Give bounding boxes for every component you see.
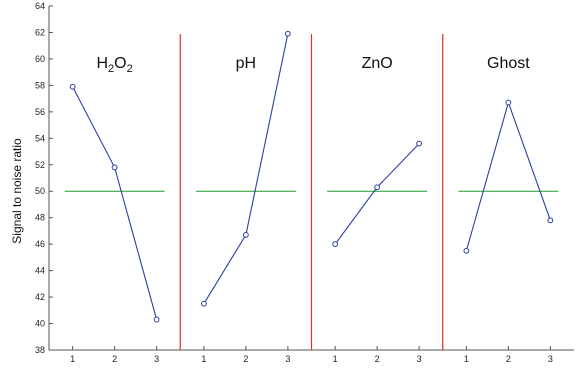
data-point: [463, 247, 470, 254]
data-point: [111, 164, 118, 171]
x-tick-label: 3: [285, 354, 290, 364]
y-tick-label: 40: [35, 319, 45, 329]
y-tick-label: 62: [35, 27, 45, 37]
data-point: [332, 241, 339, 248]
panel-ghost: 1 2 3 Ghost: [458, 55, 559, 364]
data-point: [374, 184, 381, 191]
panel-title-part: O: [114, 55, 126, 72]
x-tick-label: 1: [464, 354, 469, 364]
panel-title: ZnO: [362, 55, 393, 72]
x-tick-label: 1: [70, 354, 75, 364]
x-tick-label: 2: [506, 354, 511, 364]
y-tick-label: 44: [35, 266, 45, 276]
panel-title: pH: [236, 55, 256, 72]
panel-title-part: H: [96, 55, 108, 72]
x-tick-label: 2: [112, 354, 117, 364]
panel-title: H2O2: [96, 55, 132, 75]
y-tick-label: 46: [35, 239, 45, 249]
y-tick-label: 64: [35, 1, 45, 11]
y-tick-label: 58: [35, 80, 45, 90]
data-point: [69, 83, 76, 90]
data-point: [153, 316, 160, 323]
panel-title-part: 2: [127, 63, 133, 75]
series-line: [465, 100, 551, 251]
series-line: [334, 143, 420, 245]
x-tick-label: 3: [417, 354, 422, 364]
data-point: [242, 231, 249, 238]
y-tick-label: 38: [35, 345, 45, 355]
y-tick-label: 52: [35, 160, 45, 170]
x-tick-label: 3: [548, 354, 553, 364]
panel-title: Ghost: [487, 55, 530, 72]
x-tick-label: 1: [333, 354, 338, 364]
x-tick-label: 2: [243, 354, 248, 364]
y-tick-label: 50: [35, 186, 45, 196]
x-tick-label: 3: [154, 354, 159, 364]
panel-zno: 1 2 3 ZnO: [327, 34, 444, 364]
panel-title-part: Ghost: [487, 55, 530, 72]
x-tick-label: 2: [375, 354, 380, 364]
panel-title-part: 2: [108, 63, 114, 75]
data-point: [200, 300, 207, 307]
panel-title-part: ZnO: [362, 55, 393, 72]
series-line: [203, 33, 289, 304]
y-tick-label: 54: [35, 133, 45, 143]
x-tick-label: 1: [201, 354, 206, 364]
data-point: [284, 30, 291, 37]
series-line: [72, 86, 158, 320]
data-point: [547, 217, 554, 224]
data-point: [416, 140, 423, 147]
panel-title-part: pH: [236, 55, 256, 72]
y-tick-label: 56: [35, 107, 45, 117]
y-axis-ticks: 38 40 42 44 46 48 50 52 54 56 58 60 62 64: [35, 1, 53, 355]
y-axis-label: Signal to noise ratio: [10, 138, 24, 244]
y-tick-label: 42: [35, 292, 45, 302]
y-tick-label: 48: [35, 213, 45, 223]
panel-ph: 1 2 3 pH: [195, 30, 313, 364]
data-point: [505, 99, 512, 106]
y-tick-label: 60: [35, 54, 45, 64]
